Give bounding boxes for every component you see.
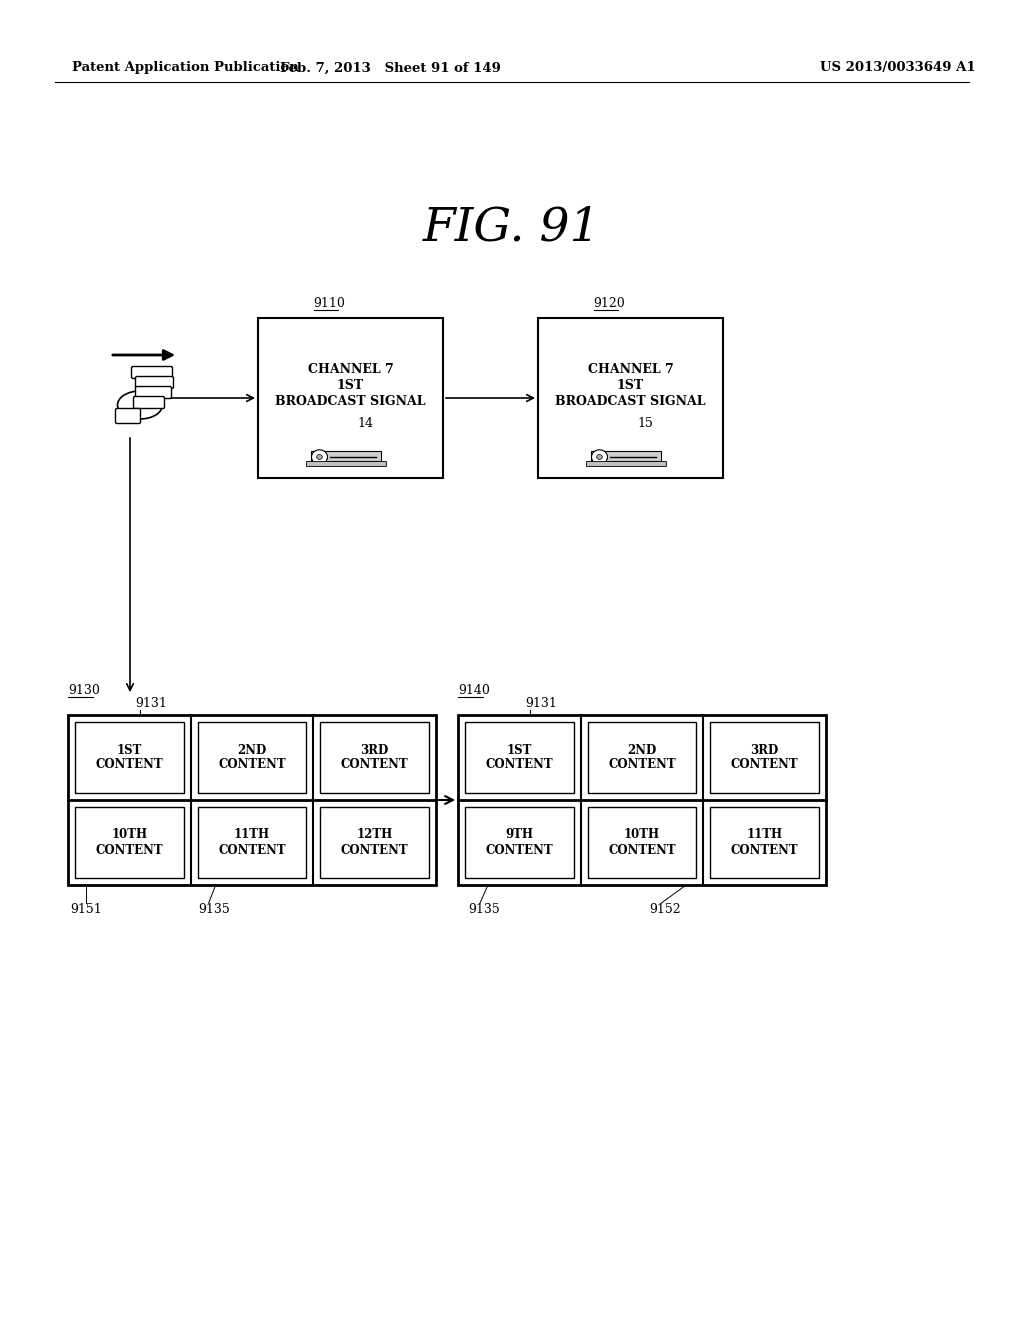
Bar — [465, 807, 573, 878]
Bar — [258, 318, 443, 478]
FancyBboxPatch shape — [133, 396, 165, 408]
Bar — [321, 722, 429, 793]
Bar — [458, 715, 826, 884]
Bar — [588, 807, 696, 878]
Text: 9130: 9130 — [68, 684, 100, 697]
Text: 1ST: 1ST — [616, 379, 644, 392]
Ellipse shape — [592, 450, 607, 465]
Text: Feb. 7, 2013   Sheet 91 of 149: Feb. 7, 2013 Sheet 91 of 149 — [280, 62, 501, 74]
Bar — [305, 461, 385, 466]
Text: 9120: 9120 — [594, 297, 626, 310]
Text: 3RD
CONTENT: 3RD CONTENT — [341, 743, 409, 771]
Bar — [538, 318, 723, 478]
Text: 1ST
CONTENT: 1ST CONTENT — [95, 743, 163, 771]
Text: BROADCAST SIGNAL: BROADCAST SIGNAL — [275, 395, 426, 408]
FancyBboxPatch shape — [131, 367, 172, 379]
Text: BROADCAST SIGNAL: BROADCAST SIGNAL — [555, 395, 706, 408]
Text: 3RD
CONTENT: 3RD CONTENT — [731, 743, 799, 771]
FancyBboxPatch shape — [135, 387, 171, 399]
Bar — [75, 807, 183, 878]
Text: 11TH
CONTENT: 11TH CONTENT — [218, 829, 286, 857]
Text: FIG. 91: FIG. 91 — [423, 206, 601, 251]
Bar — [588, 722, 696, 793]
Text: CHANNEL 7: CHANNEL 7 — [588, 363, 674, 376]
Text: 11TH
CONTENT: 11TH CONTENT — [731, 829, 799, 857]
Text: US 2013/0033649 A1: US 2013/0033649 A1 — [820, 62, 976, 74]
Text: 9131: 9131 — [135, 697, 167, 710]
Bar — [198, 722, 306, 793]
Bar — [711, 807, 819, 878]
Bar — [198, 807, 306, 878]
Ellipse shape — [597, 454, 602, 459]
FancyBboxPatch shape — [116, 408, 140, 424]
Text: 9151: 9151 — [70, 903, 101, 916]
Bar — [68, 715, 436, 884]
Text: 2ND
CONTENT: 2ND CONTENT — [608, 743, 676, 771]
Text: 9110: 9110 — [313, 297, 345, 310]
Text: CHANNEL 7: CHANNEL 7 — [307, 363, 393, 376]
Ellipse shape — [316, 454, 323, 459]
Text: 9152: 9152 — [649, 903, 681, 916]
Text: 9135: 9135 — [468, 903, 500, 916]
Text: 15: 15 — [638, 417, 653, 430]
Text: 9TH
CONTENT: 9TH CONTENT — [485, 829, 553, 857]
Text: 12TH
CONTENT: 12TH CONTENT — [341, 829, 409, 857]
Text: 9135: 9135 — [199, 903, 230, 916]
Bar — [465, 722, 573, 793]
Ellipse shape — [311, 450, 328, 465]
Text: 14: 14 — [357, 417, 374, 430]
Text: 9131: 9131 — [525, 697, 557, 710]
Text: Patent Application Publication: Patent Application Publication — [72, 62, 299, 74]
Text: 10TH
CONTENT: 10TH CONTENT — [95, 829, 163, 857]
Bar — [310, 451, 381, 461]
Text: 1ST: 1ST — [337, 379, 365, 392]
Text: 2ND
CONTENT: 2ND CONTENT — [218, 743, 286, 771]
Text: 10TH
CONTENT: 10TH CONTENT — [608, 829, 676, 857]
Bar — [321, 807, 429, 878]
Text: 9140: 9140 — [458, 684, 489, 697]
Ellipse shape — [118, 391, 163, 418]
Bar — [75, 722, 183, 793]
Bar — [586, 461, 666, 466]
Bar — [711, 722, 819, 793]
FancyBboxPatch shape — [135, 376, 173, 388]
Bar — [591, 451, 660, 461]
Text: 1ST
CONTENT: 1ST CONTENT — [485, 743, 553, 771]
